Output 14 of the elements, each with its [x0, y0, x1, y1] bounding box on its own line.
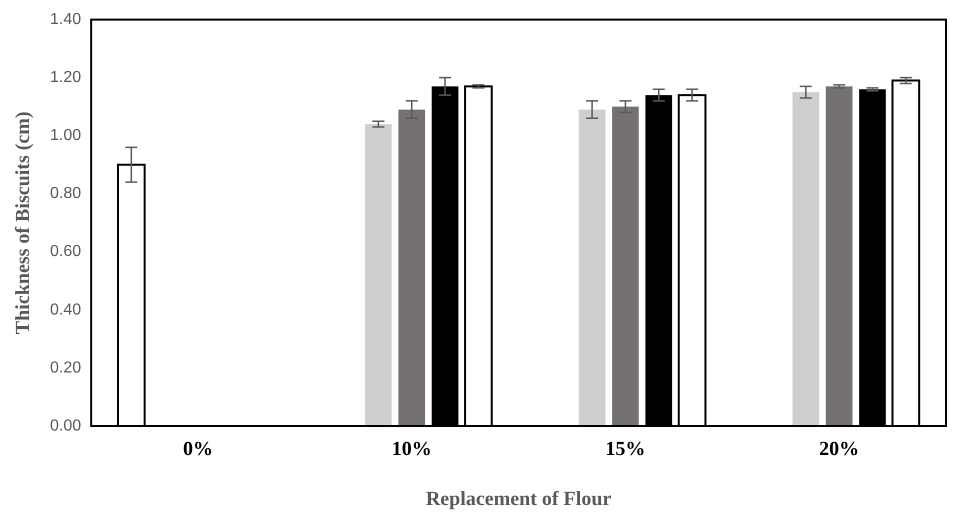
- y-tick-label: 0.80: [50, 185, 82, 202]
- y-tick-label: 1.00: [50, 127, 82, 144]
- x-tick-label: 0%: [183, 438, 213, 460]
- x-tick-label: 15%: [605, 438, 646, 460]
- y-tick-label: 0.20: [50, 359, 82, 376]
- x-tick-label: 10%: [392, 438, 432, 460]
- x-tick-label: 20%: [819, 438, 860, 460]
- y-tick-label: 0.60: [50, 243, 82, 260]
- y-tick-label: 0.00: [50, 417, 82, 434]
- y-tick-label: 0.40: [50, 301, 82, 318]
- x-axis-title: Replacement of Flour: [426, 488, 612, 510]
- y-axis-title: Thickness of Biscuits (cm): [12, 111, 34, 334]
- y-tick-label: 1.20: [50, 69, 82, 86]
- y-tick-label: 1.40: [50, 11, 82, 28]
